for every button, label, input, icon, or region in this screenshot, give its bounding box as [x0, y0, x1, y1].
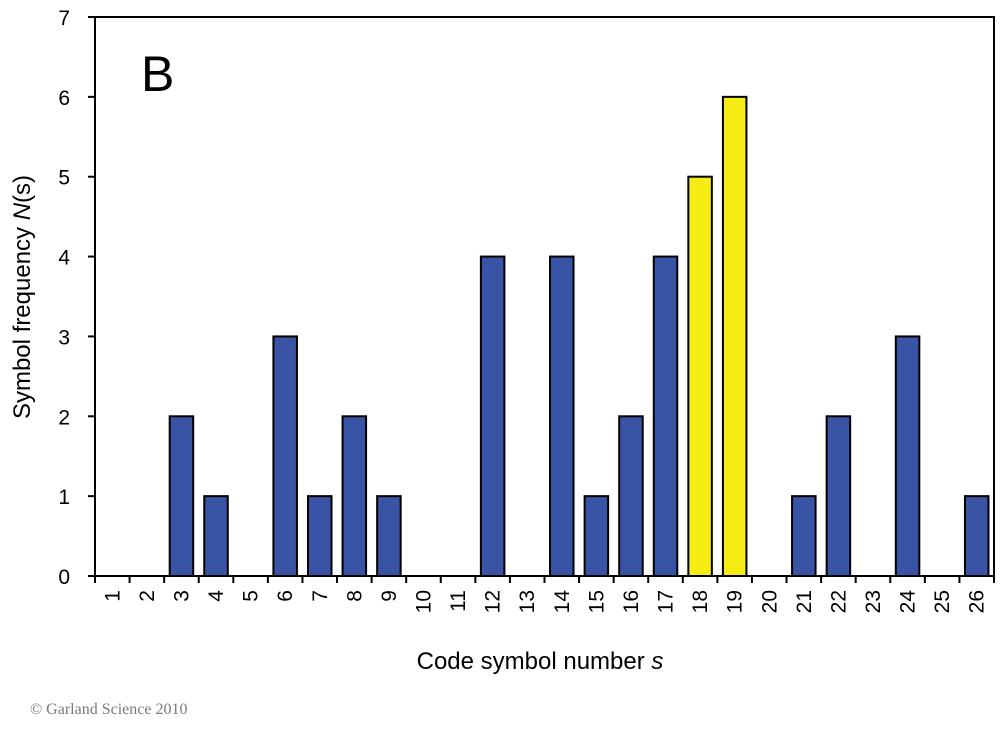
bar-symbol-7 [306, 495, 333, 578]
y-axis-title-text: Symbol frequency [9, 220, 36, 419]
x-tick-label: 22 [827, 590, 850, 613]
y-tick-label: 2 [58, 406, 70, 429]
x-tick-label: 18 [689, 590, 712, 613]
x-tick-label: 19 [724, 590, 747, 613]
x-tick-label: 20 [758, 590, 781, 613]
y-tick-label: 5 [58, 167, 70, 190]
bars-group [168, 95, 990, 578]
y-axis-title-variable: N [9, 202, 36, 220]
x-tick-label: 13 [516, 590, 539, 613]
copyright-notice: © Garland Science 2010 [30, 701, 188, 718]
y-tick-label: 7 [58, 7, 70, 30]
x-tick-label: 9 [378, 590, 401, 602]
x-tick-label: 15 [585, 590, 608, 613]
x-tick-label: 16 [620, 590, 643, 613]
y-tick-label: 4 [58, 247, 70, 270]
y-tick-label: 3 [58, 326, 70, 349]
x-axis: 1 2 3 4 5 6 7 8 9 10 11 12 13 14 15 16 17 18 19 20 21 22 23 24 2… [94, 576, 995, 614]
bar-symbol-15 [583, 495, 610, 578]
x-tick-label: 24 [897, 590, 920, 614]
bar-symbol-22 [825, 415, 852, 578]
x-tick-label: 1 [101, 590, 124, 602]
y-tick-label: 6 [58, 87, 70, 110]
x-tick-label: 17 [655, 590, 678, 613]
bar-symbol-19 [721, 95, 748, 578]
x-tick-label: 12 [482, 590, 505, 613]
x-tick-label: 2 [136, 590, 159, 602]
y-axis-title-suffix: (s) [9, 175, 36, 203]
x-tick-label: 10 [412, 590, 435, 613]
y-axis: 0 1 2 3 4 5 6 7 [58, 7, 95, 589]
bar-symbol-6 [272, 335, 298, 577]
x-tick-label: 3 [170, 590, 193, 602]
x-tick-label: 26 [966, 590, 989, 613]
x-axis-title-variable: s [651, 648, 663, 675]
bar-symbol-18 [687, 175, 713, 578]
x-axis-title: Code symbol number s [417, 648, 664, 675]
x-tick-label: 21 [793, 590, 816, 613]
bar-symbol-24 [894, 335, 921, 577]
bar-symbol-9 [376, 495, 402, 578]
x-tick-label: 23 [862, 590, 885, 613]
x-tick-label: 6 [274, 590, 297, 602]
x-tick-label: 14 [551, 590, 574, 614]
x-tick-label: 25 [931, 590, 954, 613]
plot-frame [94, 16, 995, 577]
x-tick-label: 4 [205, 590, 228, 602]
x-tick-label: 7 [309, 590, 332, 602]
bar-symbol-14 [549, 255, 575, 577]
y-tick-label: 1 [58, 486, 70, 509]
panel-label: B [141, 46, 174, 102]
bar-symbol-8 [341, 415, 368, 578]
bar-symbol-4 [203, 495, 229, 578]
bar-symbol-16 [618, 415, 644, 578]
bar-symbol-21 [791, 495, 817, 578]
bar-symbol-3 [168, 415, 195, 578]
x-tick-label: 11 [447, 590, 470, 612]
bar-symbol-26 [963, 495, 990, 578]
y-axis-title: Symbol frequency N(s) [9, 175, 36, 419]
x-tick-label: 8 [343, 590, 366, 602]
bar-symbol-17 [652, 255, 679, 577]
bar-symbol-12 [479, 255, 506, 577]
x-axis-title-text: Code symbol number [417, 648, 652, 675]
y-tick-label: 0 [58, 566, 70, 589]
x-tick-label: 5 [240, 590, 263, 602]
